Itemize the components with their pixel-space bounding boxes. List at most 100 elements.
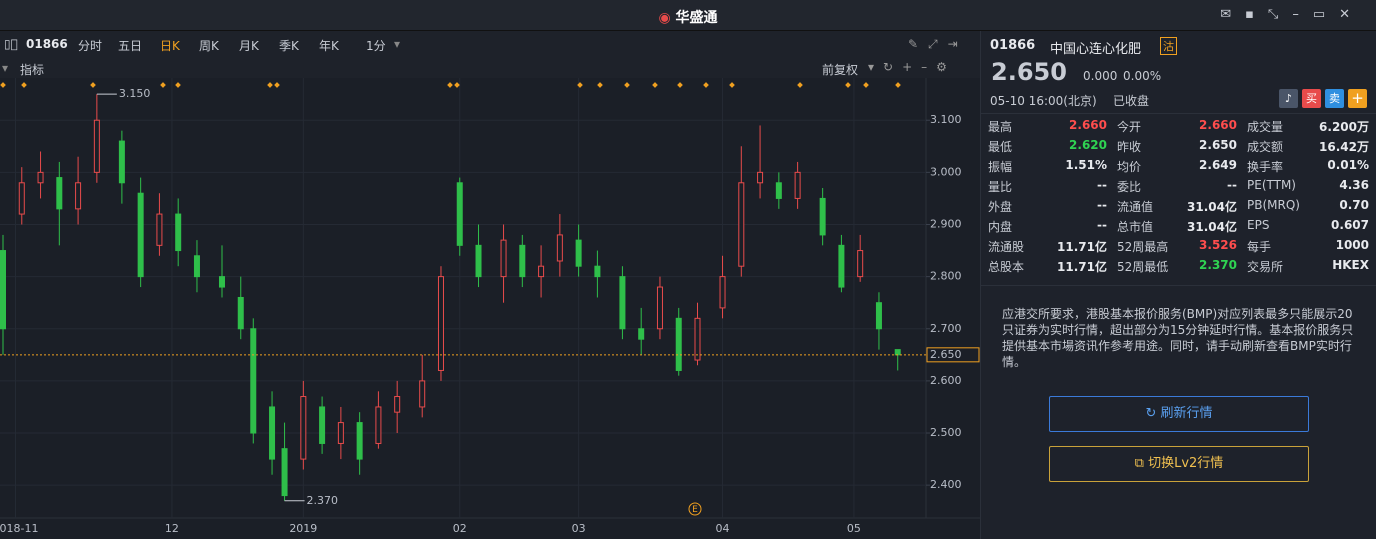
stat-label: PB(MRQ) — [1247, 198, 1300, 212]
candle-body — [419, 380, 426, 408]
candle-body — [500, 239, 507, 278]
stat-value: 2.620 — [1069, 138, 1107, 152]
status: 已收盘 — [1113, 94, 1150, 108]
buy-button[interactable]: 买 — [1302, 89, 1321, 108]
quote-panel: 01866 中国心连心化肥 沽 2.650 0.000 0.00% 05-10 … — [980, 31, 1376, 539]
event-marker — [624, 82, 630, 88]
candle-body — [237, 296, 244, 330]
event-marker — [895, 82, 901, 88]
tab[interactable]: 1分 — [366, 39, 386, 53]
arrow[interactable]: ▾ — [2, 61, 9, 75]
tab[interactable]: 分时 — [78, 39, 103, 53]
x-tick-label: 05 — [847, 522, 861, 535]
stat-label: 振幅 — [988, 160, 1013, 174]
adjust[interactable]: 前复权 — [822, 63, 859, 77]
toolbar: ▯⃒ 01866 分时 五日 日K 周K 月K 季K 年K 1分 ▾ ✎⤢⇥ — [0, 31, 980, 59]
candle-body — [250, 328, 257, 434]
candle-body — [519, 244, 526, 278]
tab[interactable]: 日K — [160, 39, 180, 53]
stat-value: 4.36 — [1339, 178, 1369, 192]
stat-label: 52周最低 — [1117, 260, 1169, 274]
stat-label: 成交额 — [1247, 140, 1284, 154]
candle-body — [75, 182, 82, 210]
candle-body — [775, 182, 782, 199]
window-controls[interactable]: ✉▪⤡–▭✕ — [1220, 7, 1364, 22]
event-marker — [597, 82, 603, 88]
stat-value: 2.649 — [1199, 158, 1237, 172]
stat-label: 昨收 — [1117, 140, 1142, 154]
event-marker — [703, 82, 709, 88]
stat-value: -- — [1097, 178, 1107, 192]
tab[interactable]: 五日 — [118, 39, 143, 53]
tab[interactable]: 季K — [279, 39, 299, 53]
code: 01866 — [26, 37, 68, 51]
stat-value: -- — [1097, 198, 1107, 212]
stat-label: 每手 — [1247, 240, 1272, 254]
stat-label: EPS — [1247, 218, 1270, 232]
stat-value: 31.04亿 — [1187, 220, 1237, 234]
stat-label: 委比 — [1117, 180, 1142, 194]
zoom-tools[interactable]: ▾↻+–⚙ — [868, 60, 956, 74]
candle-body — [875, 302, 882, 330]
candle-body — [738, 182, 745, 267]
candle-body — [838, 244, 845, 288]
candle-body — [475, 244, 482, 278]
sell-button[interactable]: 卖 — [1325, 89, 1344, 108]
stat-label: 最低 — [988, 140, 1013, 154]
candle-body — [300, 396, 307, 460]
stat-value: 2.370 — [1199, 258, 1237, 272]
candle-body — [656, 286, 663, 330]
icon[interactable]: ▯⃒ — [4, 37, 18, 51]
switch-button[interactable]: ⧉ 切换Lv2行情 — [1049, 446, 1309, 482]
event-icon — [688, 502, 702, 516]
stats-row: 量比 -- 委比 -- PE(TTM) 4.36 — [981, 175, 1376, 195]
stats-row: 内盘 -- 总市值 31.04亿 EPS 0.607 — [981, 215, 1376, 235]
x-tick-label: 2018-11 — [0, 522, 39, 535]
chart-tools[interactable]: ✎⤢⇥ — [908, 37, 968, 51]
candle-body — [594, 265, 601, 278]
stats-row: 最高 2.660 今开 2.660 成交量 6.200万 — [981, 115, 1376, 135]
y-tick-label: 2.700 — [930, 322, 962, 335]
stat-value: HKEX — [1332, 258, 1369, 272]
stat-value: 11.71亿 — [1057, 260, 1107, 274]
candle-body — [675, 317, 682, 371]
stat-label: 总市值 — [1117, 220, 1154, 234]
stat-label: 内盘 — [988, 220, 1013, 234]
x-tick-label: 04 — [716, 522, 730, 535]
candle-body — [356, 422, 363, 460]
change-pct: 0.00% — [1123, 69, 1162, 83]
price-label: 2.650 — [930, 348, 962, 361]
y-tick-label: 2.900 — [930, 217, 962, 230]
candle-body — [269, 406, 276, 460]
logo: ◉ 华盛通 — [658, 10, 718, 26]
stat-value: 0.70 — [1339, 198, 1369, 212]
indicator[interactable]: 指标 — [20, 63, 45, 77]
annotation-label: 2.370 — [307, 494, 339, 507]
add-button[interactable]: + — [1348, 89, 1367, 108]
stat-label: 最高 — [988, 120, 1013, 134]
event-label: E — [692, 505, 698, 515]
refresh-button[interactable]: ↻ 刷新行情 — [1049, 396, 1309, 432]
alert-button[interactable]: ♪ — [1279, 89, 1298, 108]
candle-body — [218, 276, 225, 288]
code: 01866 — [990, 38, 1036, 53]
stat-value: 6.200万 — [1319, 120, 1369, 134]
candle-body — [794, 171, 801, 199]
logo-text: 华盛通 — [675, 10, 718, 26]
time: 05-10 16:00(北京) — [990, 94, 1097, 108]
tab[interactable]: 年K — [319, 39, 339, 53]
stat-value: 2.650 — [1199, 138, 1237, 152]
candle-body — [18, 182, 25, 215]
stat-value: 16.42万 — [1319, 140, 1369, 154]
name: 中国心连心化肥 — [1050, 42, 1142, 57]
stat-label: 流通值 — [1117, 200, 1154, 214]
tab[interactable]: 月K — [239, 39, 259, 53]
candle-body — [175, 213, 182, 252]
tab[interactable]: 周K — [199, 39, 219, 53]
candle-body — [857, 250, 864, 278]
dropdown[interactable]: ▾ — [394, 37, 401, 51]
price-box — [926, 347, 980, 363]
candle-body — [819, 197, 826, 236]
candle-body — [456, 182, 463, 246]
x-tick-label: 2019 — [289, 522, 317, 535]
